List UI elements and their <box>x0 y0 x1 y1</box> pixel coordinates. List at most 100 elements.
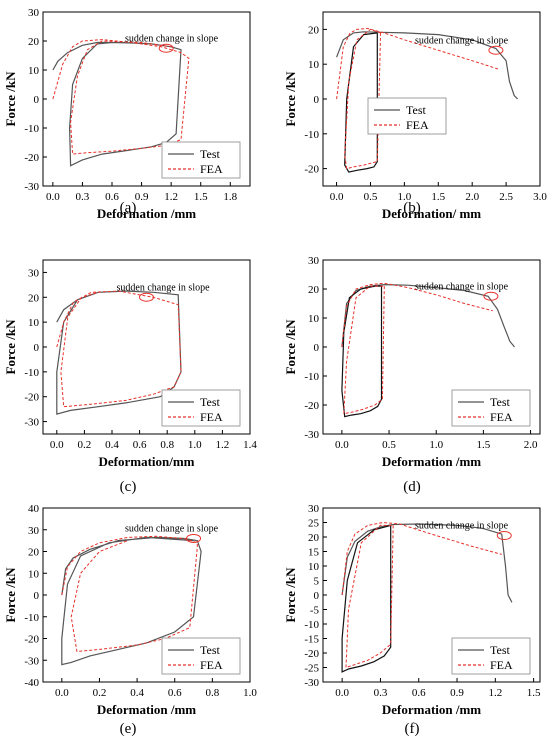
panel-label: (b) <box>403 200 421 216</box>
chart-panel-b: 0.0 0.5 1.0 1.5 2.0 2.5 3.0 -20 -10 0 10 20 Deformat… <box>283 11 547 221</box>
y-tick-label: 30 <box>308 255 320 267</box>
series-fea-line <box>61 535 198 653</box>
y-tick-label: 20 <box>28 547 40 559</box>
x-tick-label: 1.0 <box>398 191 412 203</box>
legend-box <box>451 389 531 427</box>
y-tick-label: 0 <box>34 590 40 602</box>
legend-entry: FEA <box>200 162 223 176</box>
x-tick-label: 0.6 <box>412 687 426 699</box>
y-tick-label: 20 <box>308 532 320 544</box>
legend-entry: Test <box>200 147 220 161</box>
x-tick-label: 0.8 <box>160 439 174 451</box>
annotation-circle <box>186 533 202 543</box>
y-tick-label: -30 <box>24 655 39 667</box>
y-tick-label: -30 <box>304 677 319 689</box>
annotation-text: sudden change in slope <box>125 33 219 44</box>
x-tick-label: 1.5 <box>194 191 208 203</box>
panel-label: (a) <box>120 200 137 216</box>
x-tick-label: 3.0 <box>533 191 547 203</box>
y-tick-label: -10 <box>24 367 39 379</box>
y-tick-label: 10 <box>28 65 40 77</box>
annotation-text: sudden change in slope <box>117 282 211 293</box>
legend-box <box>161 637 241 675</box>
x-tick-label: 0.9 <box>450 687 464 699</box>
annotation-circle <box>483 291 499 301</box>
series-fea-line <box>344 28 382 170</box>
y-axis-label: Force /kN <box>3 71 18 127</box>
y-tick-label: -20 <box>304 400 319 412</box>
x-tick-label: 1.0 <box>188 439 202 451</box>
x-tick-label: 0.2 <box>93 687 107 699</box>
x-tick-label: 0.0 <box>50 439 64 451</box>
series-fea-line <box>56 290 182 408</box>
legend-entry: Test <box>490 395 510 409</box>
legend-entry: FEA <box>200 410 223 424</box>
y-tick-label: 0 <box>314 342 320 354</box>
y-tick-label: -20 <box>24 392 39 404</box>
series-test-line <box>52 41 182 167</box>
x-tick-label: 0.0 <box>335 439 349 451</box>
legend-entry: FEA <box>406 118 429 132</box>
x-tick-label: 0.4 <box>105 439 119 451</box>
y-tick-label: 30 <box>28 267 40 279</box>
x-tick-label: 0.2 <box>78 439 92 451</box>
series-fea-line <box>52 39 190 155</box>
x-tick-label: 0.4 <box>130 687 144 699</box>
x-tick-label: 0.0 <box>335 687 349 699</box>
chart-panel-e: 0.0 0.2 0.4 0.6 0.8 1.0 -40 -30 -20 -10 0 10 20 30 40 D… <box>3 503 257 737</box>
annotation-circle <box>488 45 504 55</box>
y-tick-label: -25 <box>304 663 319 675</box>
chart-panel-a: 0.0 0.3 0.6 0.9 1.2 1.5 1.8 -30 -20 -10 0 10 20 30 Def… <box>3 7 251 221</box>
legend-box <box>161 389 241 427</box>
x-tick-label: 0.0 <box>55 687 69 699</box>
annotation-text: sudden change in slope <box>415 521 509 532</box>
legend-box <box>367 97 447 135</box>
y-tick-label: 40 <box>28 503 40 515</box>
x-tick-label: 1.5 <box>527 687 541 699</box>
y-axis-label: Force /kN <box>283 71 298 127</box>
y-tick-label: 10 <box>28 568 40 580</box>
y-tick-label: -20 <box>24 634 39 646</box>
x-tick-label: 0.6 <box>105 191 119 203</box>
series-fea-line <box>341 521 502 596</box>
x-tick-label: 0.0 <box>46 191 60 203</box>
series-fea-line <box>345 524 394 669</box>
panel-label: (c) <box>120 479 137 495</box>
y-tick-label: 15 <box>308 547 320 559</box>
y-tick-label: -40 <box>24 677 39 689</box>
annotation-circle <box>139 292 154 302</box>
x-axis-label: Deformation /mm <box>382 454 481 469</box>
series-fea-line <box>336 27 500 100</box>
x-axis-label: Deformation /mm <box>382 702 481 717</box>
legend-entry: Test <box>200 395 220 409</box>
y-axis-label: Force /kN <box>3 319 18 375</box>
x-tick-label: 1.0 <box>429 439 443 451</box>
legend-entry: FEA <box>490 658 513 672</box>
legend-entry: FEA <box>200 658 223 672</box>
x-axis-label: Deformation /mm <box>97 206 196 221</box>
x-tick-label: 0.3 <box>76 191 90 203</box>
x-axis-label: Deformation/mm <box>98 454 194 469</box>
series-test-line <box>344 32 378 173</box>
panel-label: (f) <box>405 721 420 737</box>
x-tick-label: 0.5 <box>364 191 378 203</box>
y-tick-label: -30 <box>24 417 39 429</box>
panel-label: (d) <box>403 479 421 495</box>
y-tick-label: 20 <box>28 36 40 48</box>
x-tick-label: 0.6 <box>168 687 182 699</box>
x-tick-label: 1.5 <box>431 191 445 203</box>
series-test-line <box>61 536 202 666</box>
x-tick-label: 0.6 <box>133 439 147 451</box>
y-tick-label: -30 <box>24 181 39 193</box>
y-tick-label: 20 <box>308 24 320 36</box>
x-tick-label: 1.0 <box>243 687 257 699</box>
x-axis-label: Deformation/ mm <box>382 206 481 221</box>
annotation-text: sudden change in slope <box>125 523 219 534</box>
x-tick-label: 1.4 <box>243 439 257 451</box>
y-tick-label: 30 <box>308 503 320 515</box>
